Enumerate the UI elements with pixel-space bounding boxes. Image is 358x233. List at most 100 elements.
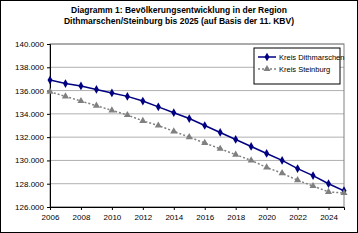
x-tick: 2012 <box>134 207 152 222</box>
x-tick-mark <box>236 207 237 210</box>
series-marker <box>294 176 301 182</box>
x-axis: 2006200820102012201420162018202020222024 <box>42 207 345 222</box>
x-tick-mark <box>81 207 82 210</box>
chart-border <box>1 1 358 233</box>
x-tick-label: 2024 <box>320 213 338 222</box>
series-marker <box>140 97 145 106</box>
x-tick-label: 2016 <box>196 213 214 222</box>
series-marker <box>326 179 331 188</box>
grid-line <box>50 160 344 161</box>
legend-item: Kreis Dithmarschen <box>258 53 344 62</box>
y-tick: 128.000 <box>15 180 50 189</box>
series-marker <box>109 89 114 98</box>
grid-line <box>50 90 344 91</box>
series-marker <box>233 135 238 144</box>
y-tick-mark <box>47 44 50 45</box>
series-marker <box>325 188 332 194</box>
legend-marker <box>263 65 270 71</box>
series-marker <box>311 171 316 180</box>
x-tick: 2018 <box>227 207 245 222</box>
x-tick-label: 2006 <box>42 213 60 222</box>
series-marker <box>93 102 100 108</box>
axis-line <box>51 208 345 211</box>
series-marker <box>62 92 69 98</box>
y-tick-mark <box>47 184 50 185</box>
x-tick-mark <box>298 207 299 210</box>
series-marker <box>155 121 162 127</box>
legend: Kreis Dithmarschen Kreis Steinburg <box>254 48 344 84</box>
series-marker <box>232 150 239 156</box>
x-tick: 2016 <box>196 207 214 222</box>
x-tick-label: 2012 <box>134 213 152 222</box>
series-line <box>50 92 344 193</box>
y-axis: 126.000 128.000 130.000 132.000 134.000 136.0… <box>15 40 50 212</box>
y-tick-label: 138.000 <box>15 63 44 72</box>
series-marker <box>217 145 224 151</box>
y-tick: 138.000 <box>15 63 50 72</box>
y-tick: 126.000 <box>15 203 50 212</box>
grid-line <box>50 113 344 114</box>
series-marker <box>125 92 130 101</box>
series-marker <box>47 76 52 85</box>
series-marker <box>94 85 99 94</box>
series-marker <box>78 82 83 91</box>
series-marker <box>295 164 300 173</box>
y-tick: 130.000 <box>15 156 50 165</box>
series-marker <box>170 127 177 133</box>
series-marker <box>248 156 255 162</box>
y-tick-label: 134.000 <box>15 110 44 119</box>
y-tick-label: 132.000 <box>15 133 44 142</box>
x-tick-label: 2020 <box>258 213 276 222</box>
series-marker <box>202 121 207 130</box>
x-tick-label: 2018 <box>227 213 245 222</box>
chart: Diagramm 1: Bevölkerungsentwicklung in d… <box>0 0 358 233</box>
x-tick-mark <box>50 207 51 210</box>
series-marker <box>124 111 131 117</box>
series-marker <box>280 156 285 165</box>
x-tick-mark <box>174 207 175 210</box>
y-tick-mark <box>47 137 50 138</box>
chart-title-line: Dithmarschen/Steinburg bis 2025 (auf Bas… <box>64 16 294 26</box>
y-tick-mark <box>47 67 50 68</box>
plot-frame <box>50 44 344 207</box>
series-lines <box>50 80 344 193</box>
x-tick-label: 2022 <box>289 213 307 222</box>
chart-title-line: Diagramm 1: Bevölkerungsentwicklung in d… <box>71 5 287 15</box>
y-tick-label: 130.000 <box>15 156 44 165</box>
series-marker <box>156 103 161 112</box>
axis-line <box>47 45 51 208</box>
series-marker <box>139 117 146 123</box>
x-tick: 2006 <box>42 207 60 222</box>
y-tick-mark <box>47 207 50 208</box>
x-tick: 2024 <box>320 207 338 222</box>
grid-line <box>50 137 344 138</box>
series-marker <box>46 88 53 94</box>
legend-label: Kreis Dithmarschen <box>279 53 344 62</box>
x-tick-label: 2014 <box>165 213 183 222</box>
y-tick-label: 128.000 <box>15 180 44 189</box>
grid <box>50 44 344 207</box>
y-tick-label: 136.000 <box>15 87 44 96</box>
y-tick: 136.000 <box>15 87 50 96</box>
grid-line <box>50 183 344 184</box>
series-markers <box>46 76 347 195</box>
series-marker <box>108 106 115 112</box>
x-tick: 2008 <box>73 207 91 222</box>
series-marker <box>279 169 286 175</box>
series-line <box>50 80 344 191</box>
x-tick: 2014 <box>165 207 183 222</box>
series-marker <box>263 163 270 169</box>
y-tick-label: 126.000 <box>15 203 44 212</box>
y-tick-label: 140.000 <box>15 40 44 49</box>
x-tick-mark <box>329 207 330 210</box>
plot: 126.000 128.000 130.000 132.000 134.000 136.0… <box>15 40 347 222</box>
legend-label: Kreis Steinburg <box>279 65 330 74</box>
series-marker <box>309 182 316 188</box>
y-tick: 132.000 <box>15 133 50 142</box>
x-tick: 2022 <box>289 207 307 222</box>
series-marker <box>77 97 84 103</box>
series-marker <box>186 133 193 139</box>
series-marker <box>218 128 223 137</box>
series-marker <box>187 114 192 123</box>
chart-title: Diagramm 1: Bevölkerungsentwicklung in d… <box>64 5 294 26</box>
